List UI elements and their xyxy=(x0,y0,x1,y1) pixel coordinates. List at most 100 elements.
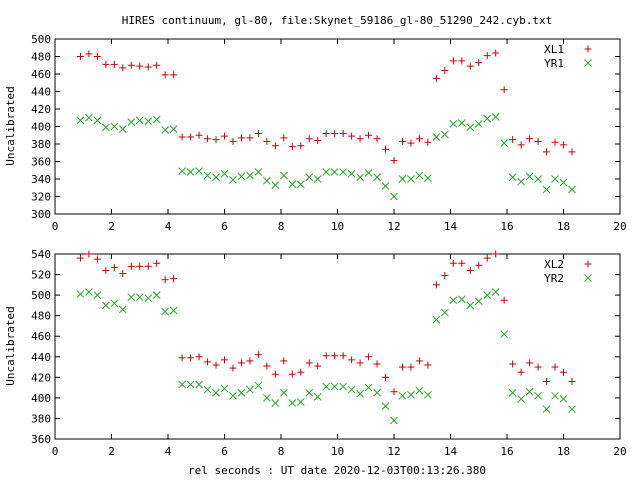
data-point xyxy=(415,357,423,365)
data-point xyxy=(288,370,296,378)
data-point xyxy=(85,250,93,258)
data-point xyxy=(178,167,186,175)
data-point xyxy=(466,301,475,310)
bottom-y-axis-label: Uncalibrated xyxy=(4,306,17,385)
data-point xyxy=(440,308,449,317)
data-point xyxy=(204,358,212,366)
data-point xyxy=(212,388,220,397)
data-point xyxy=(348,132,356,140)
data-point xyxy=(195,131,203,139)
data-point xyxy=(390,157,398,165)
data-point xyxy=(483,52,491,60)
data-point xyxy=(110,60,118,68)
x-tick-label: 14 xyxy=(444,220,458,233)
data-point xyxy=(339,168,348,176)
data-point xyxy=(178,380,186,389)
data-point xyxy=(127,118,136,126)
data-point xyxy=(169,125,178,133)
data-point xyxy=(568,405,576,414)
data-point xyxy=(398,175,407,183)
data-point xyxy=(220,169,229,178)
data-point xyxy=(314,137,322,144)
data-point xyxy=(492,49,500,57)
y-tick-label: 540 xyxy=(31,248,51,261)
data-point xyxy=(246,385,254,394)
data-point xyxy=(560,368,567,376)
data-point xyxy=(517,395,525,403)
data-point xyxy=(170,275,178,283)
legend-marker-xl1 xyxy=(584,45,592,53)
data-point xyxy=(279,171,288,180)
data-point xyxy=(330,168,339,176)
data-point xyxy=(432,133,441,141)
x-tick-label: 12 xyxy=(387,220,400,233)
legend-marker-xl2 xyxy=(584,260,592,268)
data-point xyxy=(517,177,525,186)
data-point xyxy=(543,148,551,156)
data-point xyxy=(568,148,576,156)
data-point xyxy=(543,377,551,385)
data-point xyxy=(331,130,339,137)
data-point xyxy=(203,385,212,394)
data-point xyxy=(136,62,144,70)
x-axis-label: rel seconds : UT date 2020-12-03T00:13:2… xyxy=(188,464,486,477)
data-point xyxy=(76,53,84,60)
data-point xyxy=(356,173,364,182)
data-point xyxy=(373,135,381,143)
data-point xyxy=(296,180,305,189)
data-point xyxy=(407,390,415,399)
data-point xyxy=(500,296,508,304)
data-point xyxy=(144,262,152,270)
data-point xyxy=(398,363,406,371)
data-point xyxy=(407,139,415,147)
x-tick-label: 0 xyxy=(52,220,59,233)
y-tick-label: 340 xyxy=(31,173,51,186)
data-point xyxy=(127,61,135,69)
data-point xyxy=(509,136,517,144)
data-point xyxy=(449,296,458,305)
data-point xyxy=(491,288,500,296)
data-point xyxy=(93,291,102,299)
series-yr1 xyxy=(76,113,576,201)
data-point xyxy=(305,359,313,367)
x-tick-label: 10 xyxy=(331,220,344,233)
y-tick-label: 520 xyxy=(31,269,51,282)
data-point xyxy=(118,305,127,314)
data-point xyxy=(288,143,296,151)
x-tick-label: 0 xyxy=(52,445,59,458)
data-point xyxy=(483,114,492,123)
data-point xyxy=(347,385,356,394)
legend-marker-yr2 xyxy=(584,274,592,282)
data-point xyxy=(76,116,85,125)
data-point xyxy=(348,356,356,364)
data-point xyxy=(500,330,509,339)
data-point xyxy=(483,254,491,262)
top-panel: Uncalibrated XL1 YR1 0 2 4 6 8 10 12 14 16 18 20 30… xyxy=(4,33,627,233)
data-point xyxy=(313,393,322,401)
data-point xyxy=(381,402,390,410)
data-point xyxy=(119,270,127,278)
data-point xyxy=(186,380,195,389)
data-point xyxy=(382,145,390,153)
data-point xyxy=(559,395,568,403)
data-point xyxy=(398,391,407,400)
x-tick-label: 20 xyxy=(613,445,626,458)
data-point xyxy=(135,116,144,125)
data-point xyxy=(152,115,161,124)
data-point xyxy=(382,373,390,381)
data-point xyxy=(517,368,525,376)
data-point xyxy=(534,391,542,400)
data-point xyxy=(118,125,127,133)
data-point xyxy=(305,135,313,143)
data-point xyxy=(254,130,262,137)
data-point xyxy=(305,388,314,397)
data-point xyxy=(424,390,432,399)
data-point xyxy=(229,176,237,184)
data-point xyxy=(466,62,474,70)
data-point xyxy=(458,259,466,267)
y-tick-label: 440 xyxy=(31,351,51,364)
data-point xyxy=(551,138,559,146)
data-point xyxy=(509,360,517,368)
data-point xyxy=(466,266,474,274)
data-point xyxy=(407,175,415,183)
